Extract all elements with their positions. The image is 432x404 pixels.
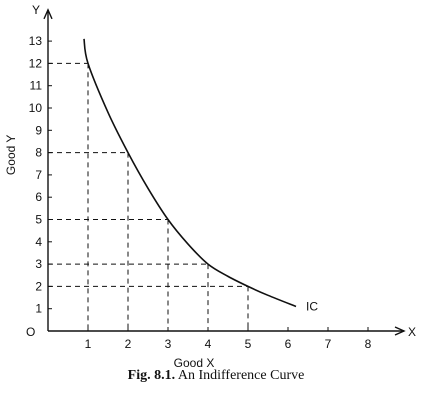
y-tick-label: 12	[29, 56, 43, 70]
y-tick-label: 3	[35, 257, 42, 271]
y-tick-label: 10	[29, 101, 43, 115]
dashed-guides	[48, 62, 249, 331]
x-axis-letter: X	[408, 325, 416, 339]
y-axis-letter: Y	[32, 3, 40, 17]
x-axis-title: Good X	[174, 356, 215, 370]
figure-title: An Indifference Curve	[177, 368, 305, 383]
x-tick-label: 6	[285, 337, 292, 351]
y-tick-label: 2	[35, 279, 42, 293]
indifference-curve-line	[83, 38, 297, 308]
y-tick-label: 5	[35, 213, 42, 227]
y-tick-label: 11	[30, 79, 43, 93]
y-tick-label: 1	[35, 302, 42, 316]
x-tick-label: 5	[245, 337, 252, 351]
y-tick-label: 4	[35, 235, 42, 249]
x-axis-arrow	[394, 326, 406, 336]
x-tick-label: 7	[325, 337, 332, 351]
y-axis-title: Good Y	[4, 135, 18, 175]
x-tick-label: 4	[205, 337, 212, 351]
y-tick-label: 13	[29, 34, 43, 48]
x-tick-label: 1	[85, 337, 92, 351]
x-tick-label: 2	[125, 337, 132, 351]
x-tick-label: 3	[165, 337, 172, 351]
x-tick-label: 8	[365, 337, 372, 351]
curve-label-ic: IC	[306, 299, 318, 313]
y-tick-label: 7	[35, 168, 42, 182]
y-axis-arrow	[43, 8, 53, 20]
y-tick-label: 6	[35, 190, 42, 204]
origin-label: O	[26, 325, 35, 339]
y-tick-label: 8	[35, 146, 42, 160]
figure-caption: Fig. 8.1. An Indifference Curve	[0, 368, 432, 384]
y-tick-label: 9	[35, 123, 42, 137]
figure-number: Fig. 8.1.	[127, 368, 176, 383]
